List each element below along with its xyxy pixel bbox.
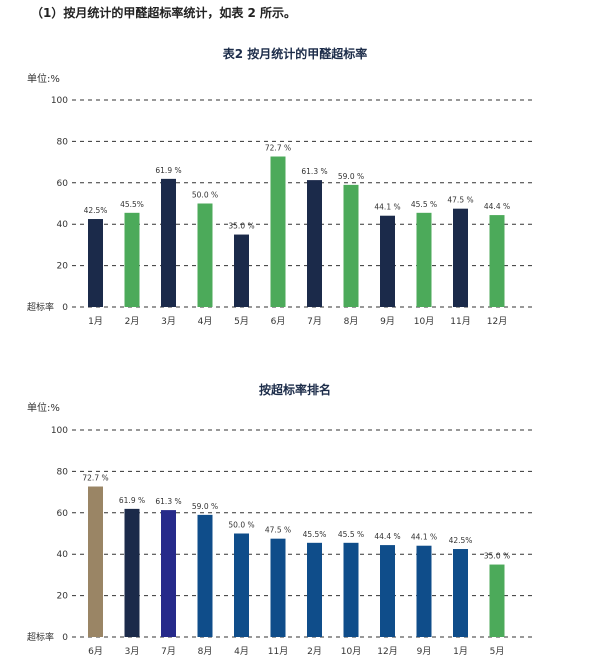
- x-tick-label: 7月: [161, 646, 176, 657]
- x-tick-label: 1月: [88, 316, 103, 327]
- bar-1月: [88, 219, 103, 307]
- x-tick-label: 12月: [377, 646, 397, 657]
- data-label: 59.0 %: [338, 172, 364, 181]
- bar-9月: [416, 545, 432, 637]
- data-label: 35.0 %: [484, 552, 510, 561]
- bar-11月: [270, 538, 286, 637]
- bar-12月: [380, 545, 395, 637]
- x-tick-label: 2月: [125, 316, 140, 327]
- x-tick-label: 9月: [417, 646, 432, 657]
- chart-2-unit-label: 单位:%: [27, 403, 60, 414]
- data-label: 47.5 %: [265, 526, 291, 535]
- x-tick-label: 6月: [271, 316, 286, 327]
- bar-5月: [489, 564, 505, 637]
- y-tick-label: 0: [62, 303, 68, 313]
- data-label: 61.9 %: [119, 496, 145, 505]
- x-tick-label: 8月: [344, 316, 359, 327]
- bar-4月: [197, 203, 213, 307]
- x-tick-label: 4月: [198, 316, 213, 327]
- bar-6月: [88, 486, 103, 637]
- bar-1月: [453, 549, 468, 637]
- bar-4月: [234, 533, 249, 637]
- data-label: 44.1 %: [374, 203, 400, 212]
- x-tick-label: 7月: [307, 316, 322, 327]
- data-label: 42.5%: [449, 536, 473, 545]
- data-label: 59.0 %: [192, 502, 218, 511]
- y-tick-label: 20: [57, 262, 69, 272]
- x-tick-label: 9月: [380, 316, 395, 327]
- data-label: 72.7 %: [265, 144, 291, 153]
- x-tick-label: 5月: [490, 646, 505, 657]
- data-label: 72.7 %: [82, 474, 108, 483]
- chart-1-title: 表2 按月统计的甲醛超标率: [222, 47, 368, 61]
- data-label: 42.5%: [84, 206, 108, 215]
- y-axis-label: 超标率: [27, 301, 54, 313]
- bar-8月: [343, 184, 359, 307]
- y-tick-label: 20: [57, 592, 69, 602]
- y-tick-label: 0: [62, 633, 68, 643]
- x-tick-label: 10月: [341, 646, 361, 657]
- data-label: 45.5 %: [338, 530, 364, 539]
- y-tick-label: 40: [57, 550, 69, 560]
- bar-10月: [416, 212, 432, 307]
- bar-9月: [380, 215, 395, 307]
- y-tick-label: 40: [57, 220, 69, 230]
- data-label: 44.4 %: [374, 532, 400, 541]
- chart-1-unit-label: 单位:%: [27, 74, 60, 85]
- bar-2月: [307, 542, 322, 637]
- data-label: 45.5 %: [411, 200, 437, 209]
- chart-monthly-rate: 0 20 40 60 80 100 超标率 42.5% 1月 45.5% 2月 61.9 % 3月 50.…: [27, 96, 535, 327]
- data-label: 45.5%: [303, 530, 327, 539]
- bar-10月: [343, 542, 359, 637]
- y-tick-label: 60: [57, 179, 69, 189]
- x-tick-label: 2月: [307, 646, 322, 657]
- x-tick-label: 8月: [198, 646, 213, 657]
- bar-2月: [124, 212, 140, 307]
- bar-12月: [489, 215, 505, 307]
- y-tick-label: 100: [51, 96, 68, 106]
- bar-7月: [307, 180, 322, 307]
- chart-2-title: 按超标率排名: [258, 383, 331, 397]
- data-label: 47.5 %: [447, 196, 473, 205]
- bar-3月: [161, 178, 176, 307]
- x-tick-label: 11月: [450, 316, 470, 327]
- data-label: 61.3 %: [155, 497, 181, 506]
- y-tick-label: 80: [57, 467, 69, 477]
- x-tick-label: 1月: [453, 646, 468, 657]
- bar-7月: [161, 510, 176, 637]
- bar-8月: [197, 514, 213, 637]
- data-label: 61.3 %: [301, 167, 327, 176]
- bar-5月: [234, 234, 249, 307]
- x-tick-label: 11月: [268, 646, 288, 657]
- data-label: 35.0 %: [228, 222, 254, 231]
- x-tick-label: 5月: [234, 316, 249, 327]
- y-tick-label: 60: [57, 509, 69, 519]
- intro-text: （1）按月统计的甲醛超标率统计，如表 2 所示。: [31, 6, 297, 20]
- x-tick-label: 4月: [234, 646, 249, 657]
- chart-ranked-rate: 0 20 40 60 80 100 超标率 72.7 % 6月 61.9 % 3月 61.3 % 7月 5…: [27, 426, 535, 657]
- data-label: 45.5%: [120, 200, 144, 209]
- bar-11月: [453, 208, 468, 307]
- x-tick-label: 3月: [125, 646, 140, 657]
- x-tick-label: 12月: [487, 316, 507, 327]
- data-label: 61.9 %: [155, 166, 181, 175]
- bar-6月: [270, 156, 286, 307]
- x-tick-label: 3月: [161, 316, 176, 327]
- data-label: 44.1 %: [411, 533, 437, 542]
- x-tick-label: 10月: [414, 316, 434, 327]
- y-tick-label: 100: [51, 426, 68, 436]
- x-tick-label: 6月: [88, 646, 103, 657]
- data-label: 50.0 %: [192, 191, 218, 200]
- data-label: 50.0 %: [228, 521, 254, 530]
- y-axis-label: 超标率: [27, 631, 54, 643]
- y-tick-label: 80: [57, 137, 69, 147]
- data-label: 44.4 %: [484, 202, 510, 211]
- bar-3月: [124, 508, 140, 637]
